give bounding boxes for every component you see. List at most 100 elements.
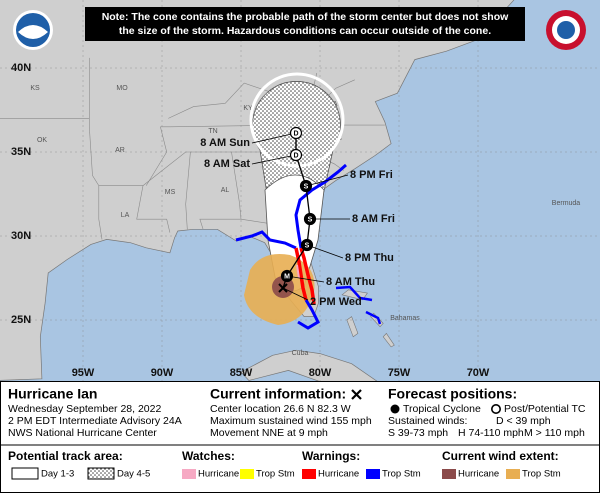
state-border (98, 185, 103, 240)
forecast-item: Post/Potential TC (504, 403, 586, 415)
trop-storm-warning (335, 285, 373, 302)
note-line: the size of the storm. Hazardous conditi… (119, 25, 491, 37)
hurricane-warning (294, 247, 308, 301)
state-border (185, 151, 191, 230)
state-border (98, 185, 171, 233)
longitude-label: 90W (151, 367, 174, 379)
longitude-label: 75W (388, 367, 411, 379)
place-label: Bahamas (390, 315, 420, 322)
swatch (182, 469, 196, 479)
forecast-point (289, 148, 303, 162)
winds-heading: Sustained winds: (388, 415, 467, 427)
longitude-label: 95W (72, 367, 95, 379)
hurricane-watch (296, 264, 300, 279)
forecast-point (299, 179, 313, 193)
legend-item: Hurricane (318, 469, 359, 480)
legend-heading: Warnings: (302, 449, 360, 463)
swatch (302, 469, 316, 479)
swatch (11, 467, 39, 480)
storm-line: NWS National Hurricane Center (8, 427, 157, 439)
legend-item: Hurricane (198, 469, 239, 480)
land (240, 349, 378, 381)
place-label: LA (121, 212, 130, 219)
point-label: 8 PM Fri (350, 169, 393, 181)
leader-line (305, 174, 349, 187)
point-symbol: S (304, 183, 309, 190)
legend-item: Trop Stm (256, 469, 295, 480)
forecast-point (289, 126, 303, 140)
forecast-heading: Forecast positions: (388, 386, 517, 402)
place-label: AL (221, 187, 230, 194)
current-icon (351, 389, 362, 400)
state-border (89, 57, 100, 186)
forecast-point (303, 212, 317, 226)
swatch (366, 469, 380, 479)
leader-line (251, 154, 297, 165)
trop-storm-warning (294, 163, 347, 249)
point-symbol: M (284, 273, 290, 280)
legend-item: Day 1-3 (41, 469, 74, 480)
point-symbol: D (293, 130, 298, 137)
forecast-point (300, 238, 314, 252)
map: 40N 35N 30N 25N 95W 90W 85W 80W 75W 70W KS MO OK AR TN… (0, 0, 600, 381)
trop-storm-warning (297, 299, 320, 330)
forecast-item: Tropical Cyclone (403, 403, 481, 415)
place-label: MO (116, 85, 128, 92)
place-label: Cuba (292, 350, 309, 357)
current-label: 2 PM Wed (310, 296, 362, 308)
trop-storm-warning (365, 310, 382, 325)
swatch (506, 469, 520, 479)
legend-heading: Current wind extent: (442, 449, 559, 463)
storm-line: 2 PM EDT Intermediate Advisory 24A (8, 415, 182, 427)
winds-item: D < 39 mph (496, 415, 551, 427)
island (346, 316, 359, 338)
current-line: Movement NNE at 9 mph (210, 427, 328, 439)
swatch (442, 469, 456, 479)
place-label: MS (165, 189, 176, 196)
leader-line (251, 132, 297, 144)
leader-line (286, 275, 325, 283)
cone-day-4-5-outline (249, 72, 345, 168)
place-label: KY (243, 105, 253, 112)
latitude-label: 30N (11, 230, 31, 242)
post-icon (490, 403, 501, 414)
current-line: Maximum sustained wind 155 mph (210, 415, 372, 427)
legend-item: Trop Stm (522, 469, 561, 480)
point-label: 8 AM Thu (326, 276, 375, 288)
swatch (87, 467, 115, 480)
island (382, 332, 395, 348)
legend-item: Day 4-5 (117, 469, 150, 480)
legend-item: Hurricane (458, 469, 499, 480)
longitude-label: 85W (230, 367, 253, 379)
place-label: AR (115, 147, 125, 154)
legend-item: Trop Stm (382, 469, 421, 480)
note-line: Note: The cone contains the probable pat… (102, 11, 509, 23)
current-heading: Current information: (210, 386, 346, 402)
swatch (240, 469, 254, 479)
point-label: 8 AM Sat (204, 158, 250, 170)
hurricane-warning (299, 247, 316, 305)
longitude-label: 70W (467, 367, 490, 379)
noaa-logo (13, 10, 53, 50)
point-label: 8 PM Thu (345, 252, 394, 264)
latitude-label: 25N (11, 314, 31, 326)
place-label: TN (208, 128, 217, 135)
point-label: 8 AM Fri (352, 213, 395, 225)
legend-heading: Watches: (182, 449, 235, 463)
longitude-label: 80W (309, 367, 332, 379)
tropical-icon (390, 404, 400, 414)
winds-item: M > 110 mph (524, 427, 585, 439)
point-symbol: D (293, 152, 298, 159)
winds-item: S 39-73 mph (388, 427, 448, 439)
forecast-point (280, 269, 294, 283)
nws-logo (546, 10, 586, 50)
point-symbol: S (308, 216, 313, 223)
storm-line: Wednesday September 28, 2022 (8, 403, 161, 415)
info-panel: Hurricane Ian Wednesday September 28, 20… (0, 381, 600, 493)
current-line: Center location 26.6 N 82.3 W (210, 403, 351, 415)
trop-storm-warning (235, 230, 297, 250)
point-label: 8 AM Sun (200, 137, 250, 149)
place-label: Bermuda (552, 200, 581, 207)
latitude-label: 40N (11, 62, 31, 74)
